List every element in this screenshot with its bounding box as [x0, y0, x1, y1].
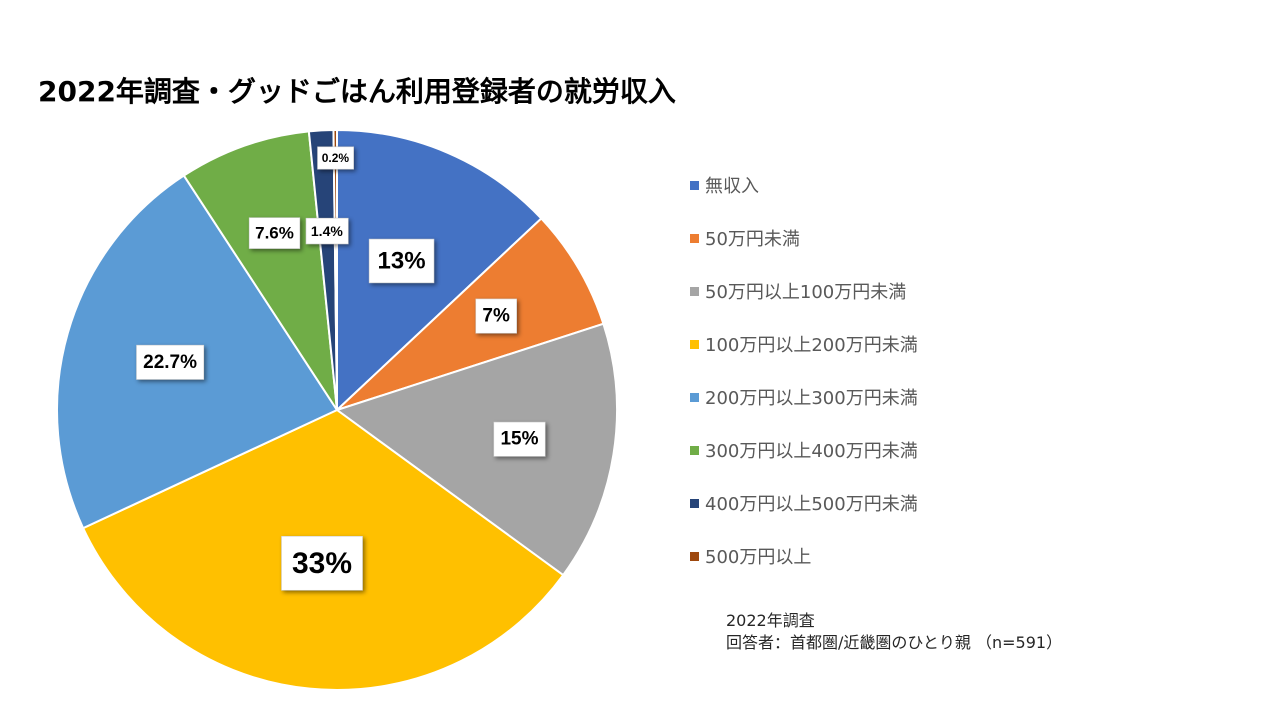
legend-label-7: 400万円以上500万円未満 — [705, 494, 918, 515]
survey-note: 2022年調査 回答者：首都圏/近畿圏のひとり親 （n=591） — [726, 610, 1062, 654]
legend-label-3: 50万円以上100万円未満 — [705, 282, 907, 303]
legend-label-4: 100万円以上200万円未満 — [705, 335, 918, 356]
legend-item-5: 200万円以上300万円未満 — [690, 382, 918, 412]
legend-label-5: 200万円以上300万円未満 — [705, 388, 918, 409]
pie-slice-1 — [336, 128, 543, 413]
data-label-4: 33% — [292, 547, 352, 580]
data-label-box-7 — [305, 217, 349, 245]
data-label-box-4 — [281, 535, 363, 591]
legend-swatch-2 — [690, 233, 699, 243]
legend-swatch-7 — [690, 498, 699, 508]
legend-item-3: 50万円以上100万円未満 — [690, 276, 906, 306]
data-label-box-5 — [136, 344, 205, 380]
legend-item-7: 400万円以上500万円未満 — [690, 488, 918, 518]
data-label-box-3 — [493, 421, 546, 457]
pie-slice-2 — [336, 217, 605, 411]
legend-label-8: 500万円以上 — [705, 547, 812, 568]
legend-item-1: 無収入 — [690, 170, 759, 200]
data-label-6: 7.6% — [255, 224, 294, 243]
data-label-5: 22.7% — [143, 352, 197, 373]
legend-label-1: 無収入 — [705, 176, 759, 197]
data-label-box-1 — [368, 238, 435, 284]
data-label-box-8 — [317, 146, 354, 170]
legend-label-6: 300万円以上400万円未満 — [705, 441, 918, 462]
legend-swatch-3 — [690, 286, 699, 296]
legend-item-6: 300万円以上400万円未満 — [690, 435, 918, 465]
legend-swatch-6 — [690, 445, 699, 455]
data-label-3: 15% — [500, 429, 538, 450]
legend-swatch-1 — [690, 180, 699, 190]
legend-item-8: 500万円以上 — [690, 541, 811, 571]
pie-slice-3 — [334, 322, 618, 577]
data-label-8: 0.2% — [322, 151, 350, 165]
data-label-7: 1.4% — [311, 223, 343, 239]
survey-note-line1: 2022年調査 — [726, 611, 815, 630]
data-label-box-2 — [475, 298, 517, 334]
chart-title: 2022年調査・グッドごはん利用登録者の就労収入 — [38, 75, 676, 108]
legend-swatch-8 — [690, 551, 699, 561]
legend-item-2: 50万円未満 — [690, 223, 800, 253]
pie-slice-8 — [332, 128, 338, 411]
legend-label-2: 50万円未満 — [705, 229, 800, 250]
legend-swatch-4 — [690, 339, 699, 349]
legend-swatch-5 — [690, 392, 699, 402]
data-label-box-6 — [248, 217, 301, 249]
pie-slice-6 — [182, 130, 338, 411]
legend-item-4: 100万円以上200万円未満 — [690, 329, 918, 359]
data-label-2: 7% — [482, 306, 510, 327]
survey-note-line2: 回答者：首都圏/近畿圏のひとり親 （n=591） — [726, 633, 1063, 652]
data-label-1: 13% — [378, 247, 426, 274]
